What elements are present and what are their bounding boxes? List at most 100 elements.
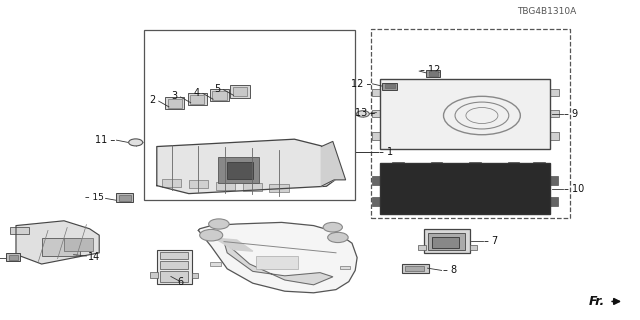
Bar [188, 93, 207, 105]
Bar [168, 99, 182, 108]
Circle shape [209, 219, 229, 229]
Bar [391, 191, 537, 210]
Text: 13 –: 13 – [355, 108, 376, 118]
Bar [550, 132, 559, 140]
Bar [385, 84, 395, 88]
Bar [162, 179, 181, 187]
Bar [550, 197, 558, 206]
Bar [256, 256, 298, 269]
Bar [508, 162, 519, 166]
Bar [160, 271, 188, 282]
Bar [119, 195, 131, 201]
Bar [340, 266, 350, 269]
Polygon shape [16, 221, 99, 264]
Bar [424, 229, 470, 253]
Bar [372, 197, 381, 206]
Bar [227, 162, 253, 179]
Circle shape [129, 139, 143, 146]
Bar [160, 261, 188, 269]
Bar [165, 97, 184, 109]
Bar [426, 70, 440, 77]
Text: – 8: – 8 [443, 265, 457, 276]
Bar [466, 110, 498, 122]
Bar [533, 162, 545, 166]
Bar [432, 237, 459, 248]
Bar [372, 89, 381, 96]
Bar [9, 255, 18, 260]
Bar [372, 110, 381, 117]
Bar [413, 176, 428, 185]
Bar [6, 253, 20, 261]
Bar [269, 184, 289, 192]
Polygon shape [157, 139, 336, 194]
Bar [391, 176, 406, 185]
Bar [382, 83, 397, 90]
Text: – 15: – 15 [86, 193, 104, 202]
Circle shape [200, 229, 223, 241]
Polygon shape [218, 238, 253, 251]
Polygon shape [198, 222, 357, 293]
Bar [405, 266, 424, 271]
Bar [429, 71, 438, 76]
Text: 5: 5 [214, 84, 220, 94]
Bar [392, 162, 404, 166]
Bar [431, 162, 442, 166]
Bar [210, 262, 221, 266]
Bar [469, 162, 481, 166]
Bar [216, 182, 235, 190]
Bar [189, 180, 208, 188]
Circle shape [328, 232, 348, 243]
Bar [428, 233, 465, 250]
Bar [399, 198, 456, 207]
Bar [389, 88, 540, 144]
Bar [478, 176, 493, 185]
Text: – 9: – 9 [564, 109, 579, 119]
Bar [218, 157, 259, 183]
Text: 14: 14 [88, 252, 100, 262]
Bar [210, 89, 229, 101]
Bar [64, 238, 93, 251]
Bar [550, 89, 559, 96]
Bar [472, 112, 492, 119]
Circle shape [356, 111, 369, 117]
Bar [150, 272, 158, 278]
Bar [418, 245, 426, 250]
Text: 3: 3 [171, 91, 177, 101]
Bar [380, 163, 550, 214]
Bar [230, 85, 250, 98]
Bar [550, 176, 558, 185]
Bar [157, 250, 192, 284]
Bar [500, 176, 515, 185]
Bar [190, 95, 204, 104]
Bar [372, 176, 381, 185]
Bar [10, 227, 29, 234]
Bar [233, 87, 247, 96]
Bar [144, 30, 355, 200]
Bar [402, 264, 429, 273]
Text: – 10: – 10 [564, 184, 585, 194]
Bar [371, 29, 570, 218]
Bar [456, 176, 472, 185]
Bar [243, 183, 262, 191]
Text: – 12: – 12 [420, 65, 441, 76]
Text: 2: 2 [149, 95, 156, 106]
Bar [42, 238, 80, 256]
Text: – 1: – 1 [379, 147, 393, 157]
Polygon shape [224, 242, 333, 285]
Text: TBG4B1310A: TBG4B1310A [518, 7, 577, 16]
Bar [550, 110, 559, 117]
Bar [380, 79, 550, 149]
Bar [160, 252, 188, 259]
Bar [116, 193, 133, 202]
Circle shape [323, 222, 342, 232]
Text: 11 –: 11 – [95, 135, 115, 145]
Text: 6: 6 [177, 277, 184, 287]
Bar [435, 176, 450, 185]
Text: – 7: – 7 [484, 236, 499, 246]
Bar [192, 273, 198, 278]
Polygon shape [321, 141, 346, 186]
Bar [470, 245, 477, 250]
Text: 4: 4 [193, 88, 200, 98]
Bar [372, 132, 381, 140]
Bar [212, 91, 227, 100]
